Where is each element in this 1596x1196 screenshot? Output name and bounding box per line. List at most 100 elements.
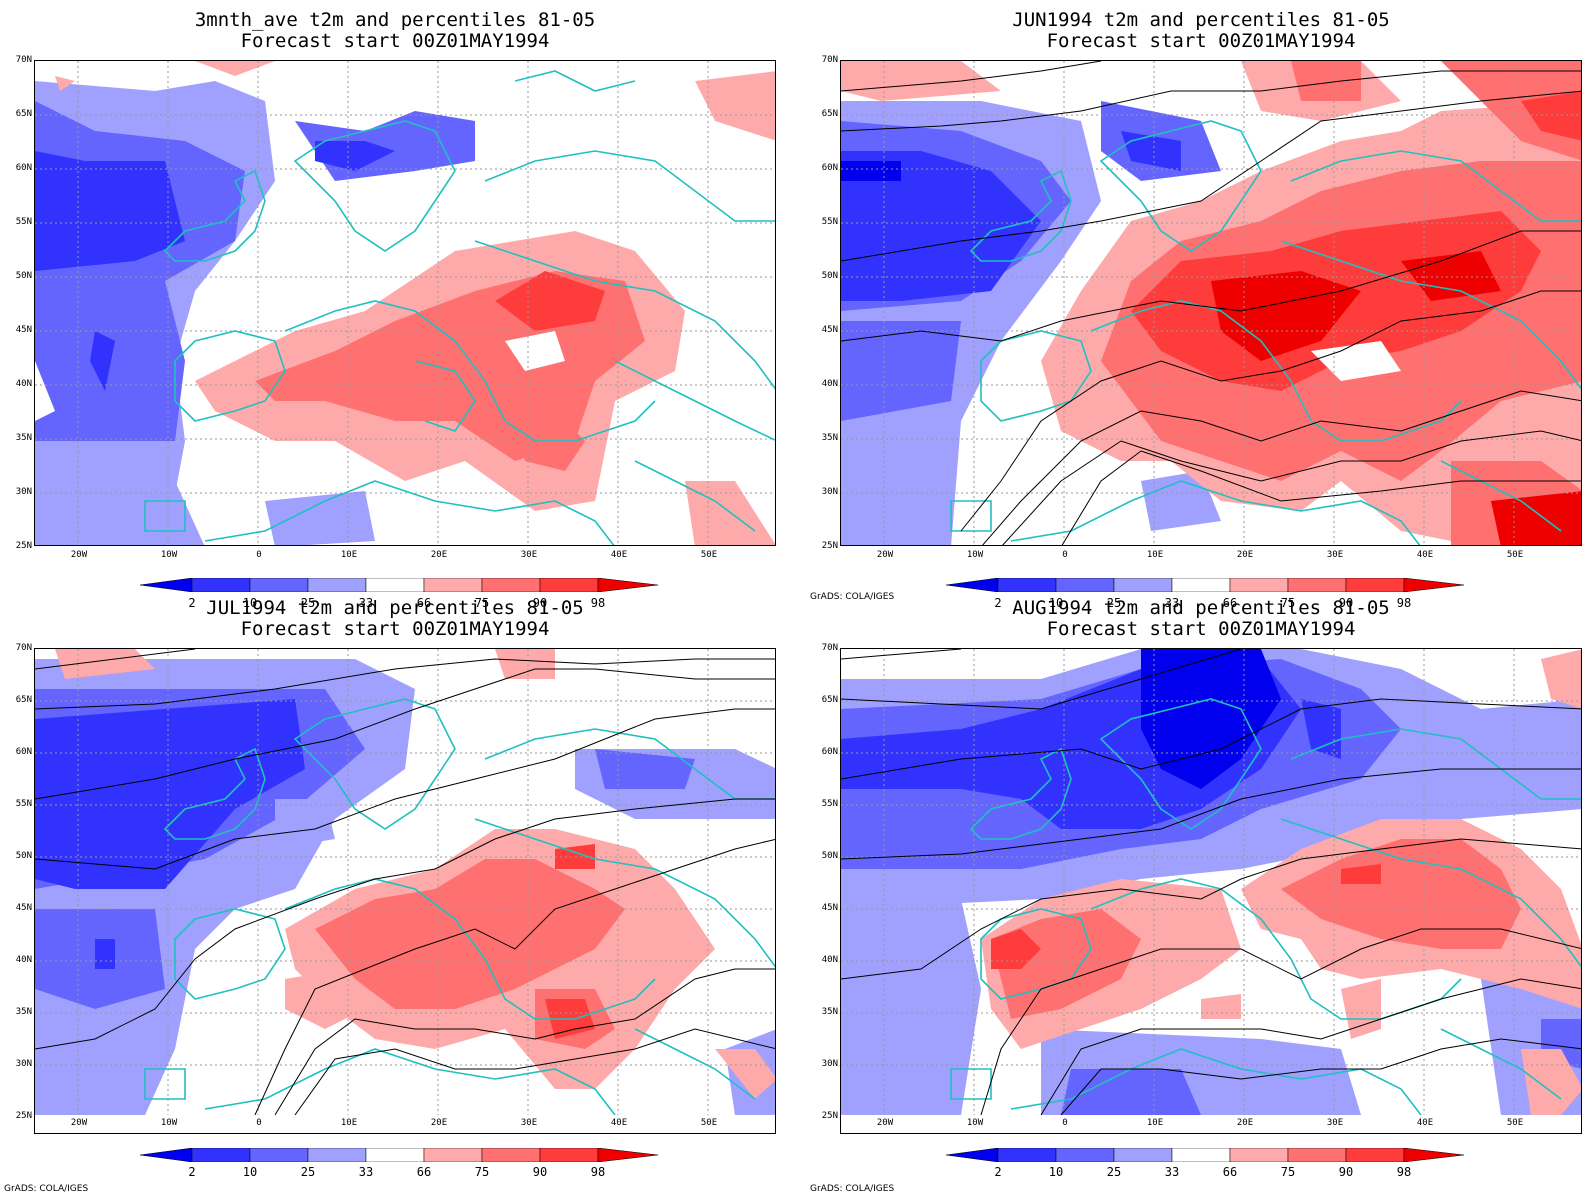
lat-label: 40N: [15, 955, 32, 965]
colorbar-label: 98: [590, 1165, 606, 1179]
colorbar-label: 2: [188, 1165, 196, 1179]
lat-label: 50N: [821, 851, 838, 861]
panel-title-line1: 3mnth_ave t2m and percentiles 81-05: [194, 9, 596, 31]
colorbar-label: 66: [416, 596, 432, 610]
colorbar-label: 98: [590, 596, 606, 610]
lat-label: 55N: [821, 217, 838, 227]
lat-label: 45N: [821, 325, 838, 335]
lon-label: 20E: [1236, 550, 1254, 560]
colorbar-label: 25: [1106, 596, 1122, 610]
lon-label: 20E: [430, 550, 448, 560]
colorbar-label: 10: [1048, 1165, 1064, 1179]
lon-label: 40E: [1416, 1118, 1434, 1128]
lat-label: 30N: [821, 487, 838, 497]
colorbar-label: 75: [1280, 596, 1296, 610]
lat-label: 45N: [821, 903, 838, 913]
lon-label: 30E: [1326, 1118, 1344, 1128]
lon-label: 0: [1062, 1118, 1068, 1128]
lon-label: 10W: [160, 550, 178, 560]
grads-credit: GrADS: COLA/IGES: [810, 1184, 895, 1194]
lat-label: 40N: [15, 379, 32, 389]
lon-label: 10E: [1146, 550, 1164, 560]
lon-label: 10E: [340, 550, 358, 560]
panel-aug1994: AUG1994 t2m and percentiles 81-05 Foreca…: [806, 598, 1596, 1196]
lat-label: 50N: [15, 271, 32, 281]
lon-label: 50E: [1506, 1118, 1524, 1128]
lat-label: 65N: [15, 109, 32, 119]
colorbar: [946, 578, 1465, 592]
colorbar-label: 25: [1106, 1165, 1122, 1179]
colorbar: [946, 1148, 1465, 1162]
panel-title-line1: JUL1994 t2m and percentiles 81-05: [206, 597, 584, 619]
colorbar-label: 66: [416, 1165, 432, 1179]
colorbar-label: 75: [474, 1165, 490, 1179]
lon-label: 20W: [70, 1118, 88, 1128]
lat-label: 70N: [821, 643, 838, 653]
lat-label: 50N: [821, 271, 838, 281]
lon-label: 10E: [1146, 1118, 1164, 1128]
lat-label: 35N: [15, 1007, 32, 1017]
grads-credit: GrADS: COLA/IGES: [4, 1184, 89, 1194]
colorbar-label: 2: [994, 1165, 1002, 1179]
panel-title-line1: JUN1994 t2m and percentiles 81-05: [1012, 9, 1390, 31]
colorbar-label: 33: [1164, 1165, 1180, 1179]
lon-label: 50E: [1506, 550, 1524, 560]
panel-jul1994: JUL1994 t2m and percentiles 81-05 Foreca…: [0, 598, 790, 1196]
lon-label: 10W: [966, 1118, 984, 1128]
colorbar-label: 25: [300, 596, 316, 610]
lat-label: 35N: [821, 433, 838, 443]
colorbar-label: 2: [188, 596, 196, 610]
lon-label: 0: [256, 1118, 262, 1128]
lat-label: 65N: [821, 695, 838, 705]
lon-label: 0: [256, 550, 262, 560]
map-frame: [34, 648, 776, 1134]
colorbar-label: 75: [1280, 1165, 1296, 1179]
colorbar: [140, 578, 659, 592]
lon-label: 40E: [1416, 550, 1434, 560]
colorbar-label: 33: [1164, 596, 1180, 610]
lon-label: 30E: [520, 550, 538, 560]
colorbar-label: 98: [1396, 1165, 1412, 1179]
lat-label: 25N: [15, 1111, 32, 1121]
colorbar-label: 66: [1222, 1165, 1238, 1179]
panel-3month-average: 3mnth_ave t2m and percentiles 81-05 Fore…: [0, 0, 790, 610]
lat-label: 55N: [15, 217, 32, 227]
panel-title-line2: Forecast start 00Z01MAY1994: [1046, 618, 1356, 640]
lon-label: 20E: [430, 1118, 448, 1128]
lat-label: 55N: [821, 799, 838, 809]
lat-label: 60N: [15, 747, 32, 757]
lon-label: 20W: [876, 1118, 894, 1128]
lat-label: 70N: [821, 55, 838, 65]
lon-label: 20W: [70, 550, 88, 560]
panel-title-line2: Forecast start 00Z01MAY1994: [240, 30, 550, 52]
colorbar-label: 90: [532, 596, 548, 610]
colorbar-label: 90: [1338, 1165, 1354, 1179]
colorbar-label: 33: [358, 1165, 374, 1179]
map-frame: [840, 648, 1582, 1134]
lat-label: 45N: [15, 903, 32, 913]
lat-label: 30N: [15, 487, 32, 497]
colorbar-label: 90: [1338, 596, 1354, 610]
colorbar-label: 25: [300, 1165, 316, 1179]
colorbar-label: 10: [242, 1165, 258, 1179]
panel-jun1994: JUN1994 t2m and percentiles 81-05 Foreca…: [806, 0, 1596, 610]
lon-label: 20W: [876, 550, 894, 560]
lon-label: 50E: [700, 1118, 718, 1128]
lat-label: 40N: [821, 379, 838, 389]
lon-label: 0: [1062, 550, 1068, 560]
lat-label: 35N: [821, 1007, 838, 1017]
colorbar-label: 10: [242, 596, 258, 610]
lat-label: 30N: [821, 1059, 838, 1069]
lat-label: 40N: [821, 955, 838, 965]
lat-label: 60N: [821, 163, 838, 173]
colorbar-label: 10: [1048, 596, 1064, 610]
lat-label: 70N: [15, 643, 32, 653]
panel-title-line1: AUG1994 t2m and percentiles 81-05: [1012, 597, 1390, 619]
lat-label: 65N: [821, 109, 838, 119]
lat-label: 55N: [15, 799, 32, 809]
lon-label: 10W: [160, 1118, 178, 1128]
lon-label: 30E: [520, 1118, 538, 1128]
lon-label: 30E: [1326, 550, 1344, 560]
lat-label: 60N: [15, 163, 32, 173]
lon-label: 40E: [610, 550, 628, 560]
